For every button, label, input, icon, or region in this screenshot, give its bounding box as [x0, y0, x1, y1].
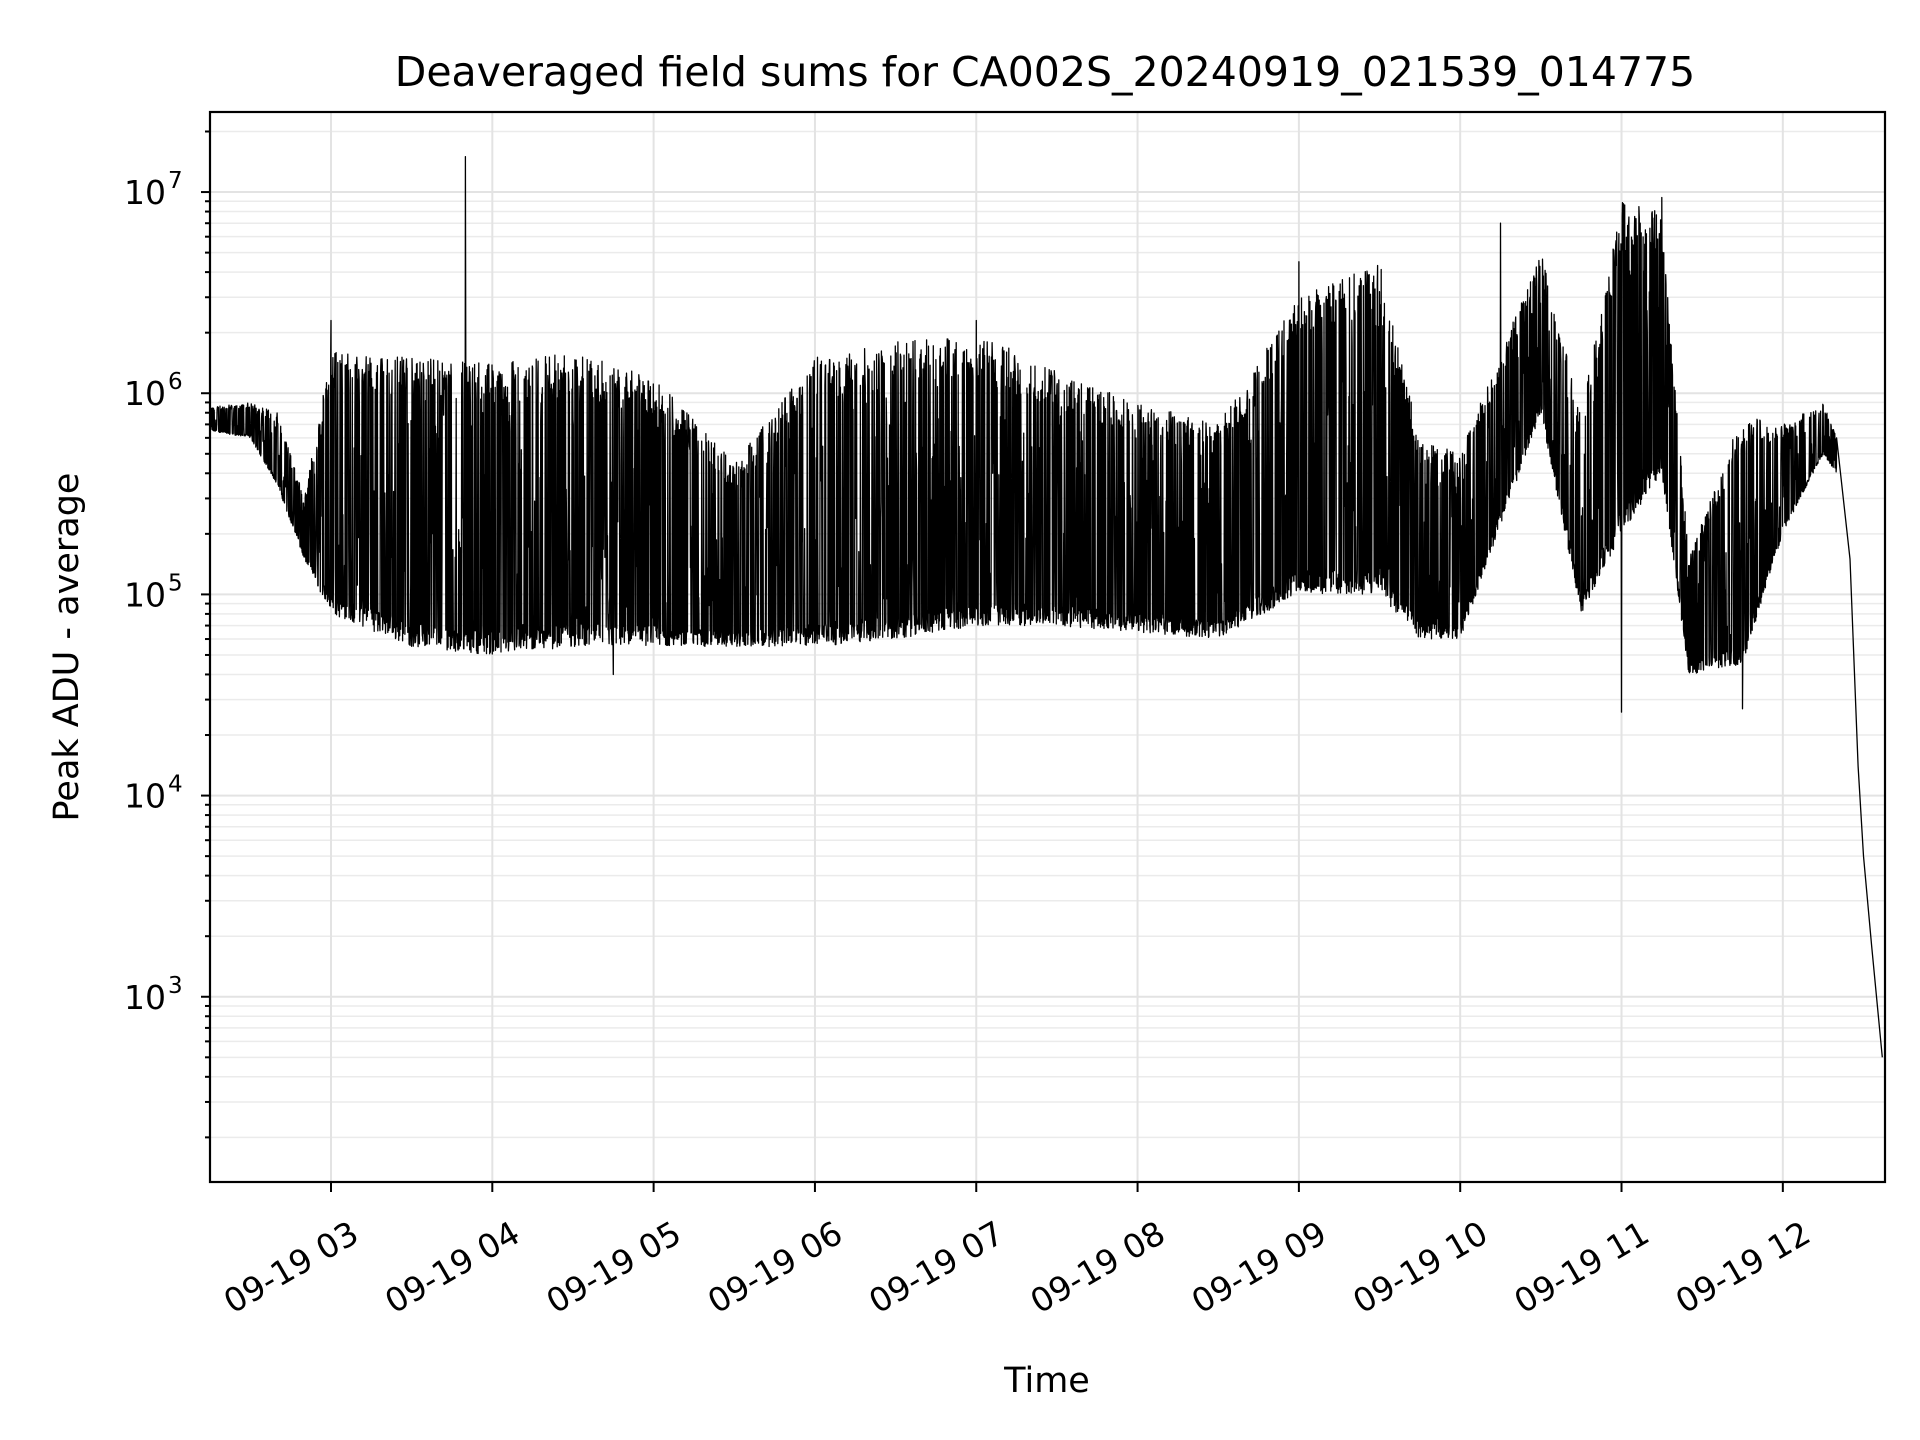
- y-tick-exponent: 3: [168, 973, 183, 999]
- x-axis-label: Time: [1003, 1361, 1090, 1401]
- chart-title: Deaveraged field sums for CA002S_2024091…: [395, 48, 1695, 96]
- y-tick-exponent: 7: [168, 168, 183, 194]
- plot-frame: [208, 110, 1887, 1184]
- grid: [210, 112, 1885, 1182]
- y-tick-label: 10: [124, 777, 166, 816]
- y-tick-label: 10: [124, 575, 166, 614]
- y-tick-exponent: 5: [168, 570, 183, 596]
- y-axis-label: Peak ADU - average: [47, 473, 87, 822]
- y-tick-exponent: 4: [168, 772, 183, 798]
- y-tick-label: 10: [124, 978, 166, 1017]
- y-tick-label: 10: [124, 173, 166, 212]
- plot-area: [209, 155, 1883, 1058]
- y-tick-exponent: 6: [168, 369, 183, 395]
- y-tick-label: 10: [124, 374, 166, 413]
- series-line: [209, 155, 1883, 1058]
